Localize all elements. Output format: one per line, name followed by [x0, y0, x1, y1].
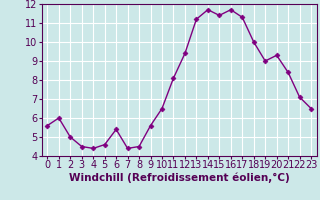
X-axis label: Windchill (Refroidissement éolien,°C): Windchill (Refroidissement éolien,°C)	[69, 173, 290, 183]
